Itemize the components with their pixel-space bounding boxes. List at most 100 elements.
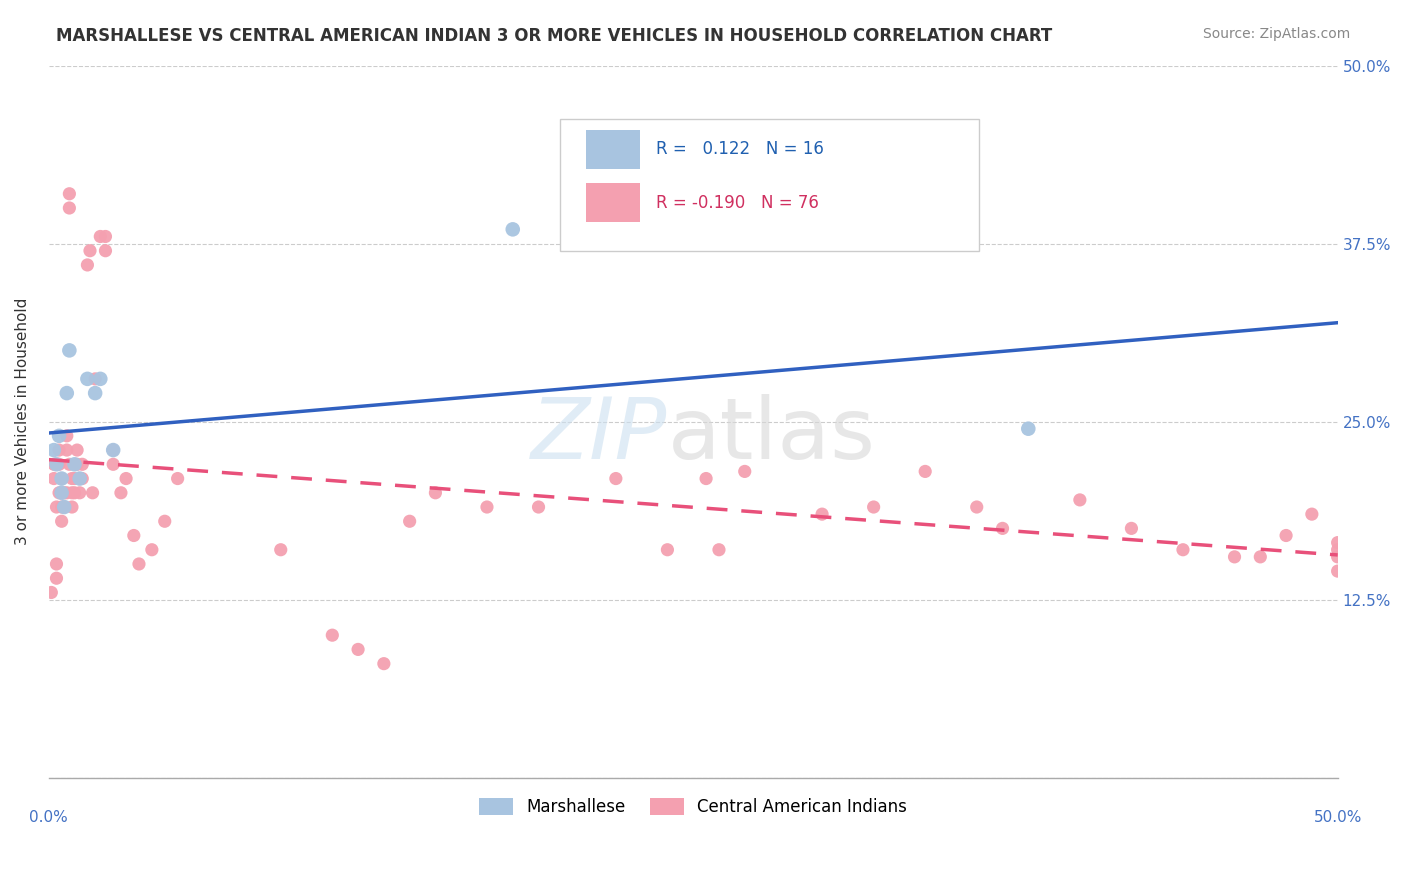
Point: [60, 485, 83, 500]
Point: [51, 485, 73, 500]
Point: [103, 458, 125, 472]
Y-axis label: 3 or more Vehicles in Household: 3 or more Vehicles in Household: [15, 298, 30, 545]
Point: [115, 471, 138, 485]
Text: MARSHALLESE VS CENTRAL AMERICAN INDIAN 3 OR MORE VEHICLES IN HOUSEHOLD CORRELATI: MARSHALLESE VS CENTRAL AMERICAN INDIAN 3…: [56, 27, 1053, 45]
Point: [1301, 507, 1323, 521]
Point: [42, 471, 65, 485]
Text: R = -0.190   N = 76: R = -0.190 N = 76: [655, 194, 818, 212]
Point: [1326, 542, 1348, 557]
Text: 0.0%: 0.0%: [30, 810, 67, 824]
Point: [103, 443, 125, 458]
Point: [734, 465, 756, 479]
Point: [48, 458, 70, 472]
Point: [58, 343, 80, 358]
Point: [42, 458, 65, 472]
Point: [69, 471, 91, 485]
Point: [1223, 549, 1246, 564]
Point: [58, 201, 80, 215]
Point: [58, 458, 80, 472]
Point: [48, 443, 70, 458]
Point: [707, 542, 730, 557]
Point: [84, 386, 107, 401]
Point: [605, 471, 627, 485]
Point: [53, 500, 76, 514]
Point: [141, 542, 163, 557]
FancyBboxPatch shape: [561, 119, 980, 251]
Point: [811, 507, 834, 521]
Point: [153, 514, 176, 528]
Point: [914, 465, 936, 479]
Legend: Marshallese, Central American Indians: Marshallese, Central American Indians: [472, 791, 914, 822]
Text: R =   0.122   N = 16: R = 0.122 N = 16: [655, 140, 824, 158]
Point: [695, 471, 717, 485]
Point: [110, 485, 132, 500]
Point: [1326, 535, 1348, 549]
Point: [53, 485, 76, 500]
FancyBboxPatch shape: [586, 183, 640, 222]
Point: [321, 628, 343, 642]
Point: [862, 500, 884, 514]
Point: [1171, 542, 1194, 557]
Point: [103, 443, 125, 458]
Point: [69, 471, 91, 485]
Point: [966, 500, 988, 514]
Point: [82, 485, 104, 500]
Point: [166, 471, 188, 485]
Point: [475, 500, 498, 514]
Point: [63, 458, 86, 472]
Point: [1069, 492, 1091, 507]
Point: [128, 557, 150, 571]
Point: [60, 471, 83, 485]
Point: [527, 500, 550, 514]
Point: [72, 471, 94, 485]
Point: [69, 485, 91, 500]
Point: [66, 458, 89, 472]
Point: [373, 657, 395, 671]
Point: [991, 521, 1014, 535]
Text: atlas: atlas: [668, 394, 876, 477]
Point: [42, 443, 65, 458]
Point: [122, 528, 145, 542]
Point: [89, 372, 111, 386]
Point: [41, 585, 63, 599]
Point: [45, 458, 67, 472]
Point: [56, 429, 79, 443]
Text: Source: ZipAtlas.com: Source: ZipAtlas.com: [1202, 27, 1350, 41]
Point: [1326, 549, 1348, 564]
Point: [51, 500, 73, 514]
Point: [45, 557, 67, 571]
Point: [56, 386, 79, 401]
Point: [502, 222, 524, 236]
Point: [72, 458, 94, 472]
Point: [51, 471, 73, 485]
Text: 50.0%: 50.0%: [1313, 810, 1362, 824]
Point: [1121, 521, 1143, 535]
Text: ZIP: ZIP: [531, 394, 668, 477]
Point: [76, 372, 98, 386]
Point: [89, 229, 111, 244]
Point: [76, 258, 98, 272]
Point: [1275, 528, 1298, 542]
FancyBboxPatch shape: [586, 129, 640, 169]
Point: [79, 244, 101, 258]
Point: [425, 485, 447, 500]
Point: [66, 443, 89, 458]
Point: [56, 443, 79, 458]
Point: [48, 485, 70, 500]
Point: [94, 244, 117, 258]
Point: [657, 542, 679, 557]
Point: [347, 642, 370, 657]
Point: [63, 471, 86, 485]
Point: [58, 186, 80, 201]
Point: [51, 471, 73, 485]
Point: [84, 372, 107, 386]
Point: [45, 571, 67, 585]
Point: [48, 429, 70, 443]
Point: [51, 514, 73, 528]
Point: [1326, 564, 1348, 578]
Point: [63, 485, 86, 500]
Point: [45, 500, 67, 514]
Point: [53, 500, 76, 514]
Point: [398, 514, 420, 528]
Point: [1017, 422, 1039, 436]
